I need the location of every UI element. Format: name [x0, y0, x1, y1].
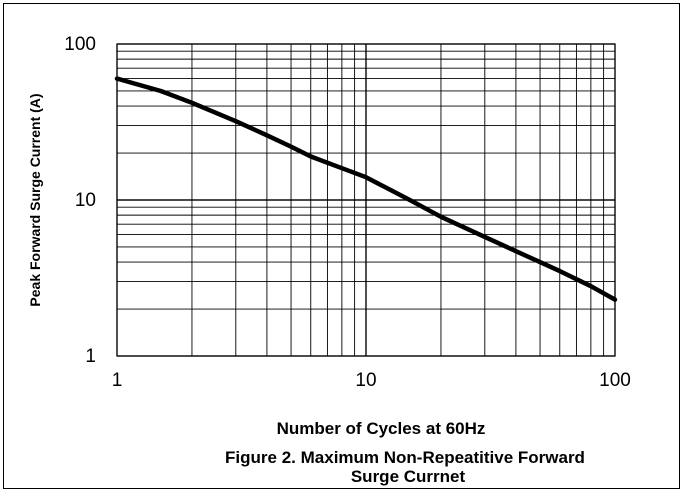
tick-labels: 1 10 100 100 10 1 [64, 34, 631, 391]
grid [116, 43, 616, 357]
y-axis-label: Peak Forward Surge Current (A) [27, 93, 43, 306]
y-tick-label: 100 [64, 34, 96, 55]
y-tick-label: 10 [75, 190, 96, 211]
y-tick-label: 1 [85, 346, 96, 367]
series-line [114, 76, 618, 302]
x-tick-label: 1 [112, 370, 123, 391]
x-axis-label: Number of Cycles at 60Hz [277, 419, 486, 438]
x-tick-label: 10 [355, 370, 376, 391]
x-tick-label: 100 [599, 370, 631, 391]
plot-border [116, 43, 616, 357]
figure-caption-line1: Figure 2. Maximum Non-Repeatitive Forwar… [225, 448, 585, 467]
figure-caption-line2: Surge Currnet [351, 467, 466, 486]
